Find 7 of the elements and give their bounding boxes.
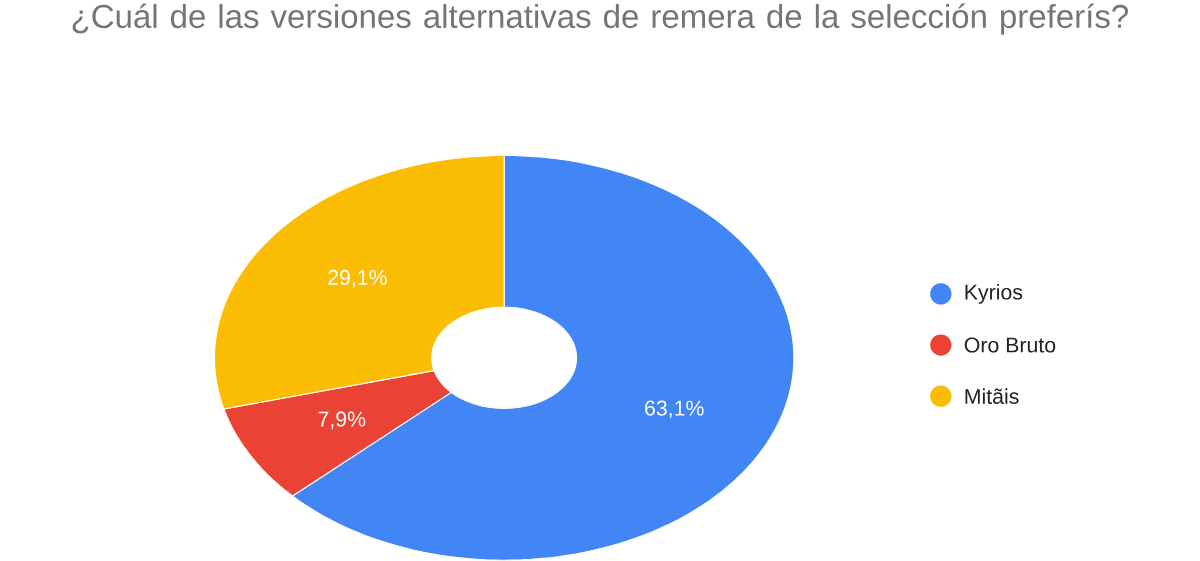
- data-label: 7,9%: [318, 411, 366, 430]
- legend-label: Oro Bruto: [964, 337, 1056, 353]
- data-label: 63,1%: [645, 400, 704, 419]
- legend-label: Mitãis: [965, 388, 1019, 405]
- data-label: 29,1%: [328, 270, 387, 288]
- chart-title: ¿Cuál de las versiones alternativas de remera de la selección preferís?: [72, 3, 1128, 35]
- legend-label: Kyrios: [965, 284, 1023, 304]
